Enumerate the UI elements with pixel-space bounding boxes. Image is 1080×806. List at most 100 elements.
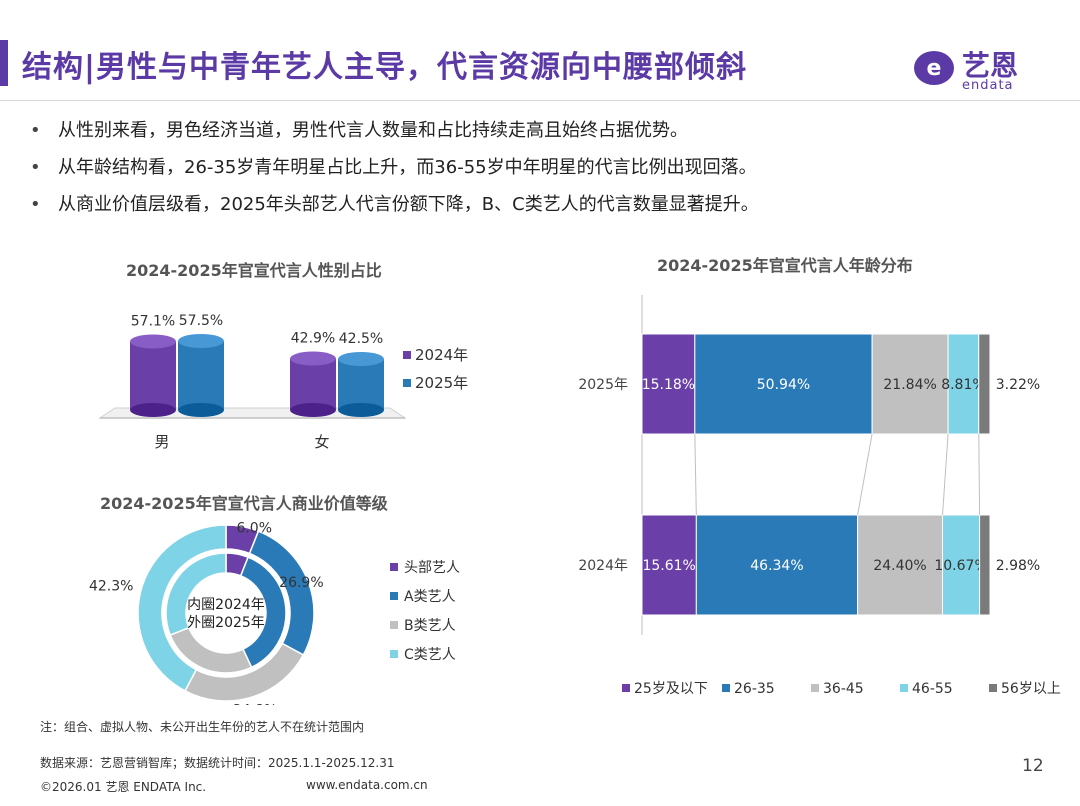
gender-chart-title: 2024-2025年官宣代言人性别占比 (126, 261, 382, 280)
donut-data-label: 6.0% (236, 520, 272, 536)
age-chart: 15.18% 50.94% 21.84% 8.81% 3.22% 2025年 15.61% 4… (578, 295, 1061, 697)
age-data-label: 50.94% (757, 377, 810, 393)
gender-bar-label: 57.1% (131, 313, 175, 329)
age-legend-swatch-3 (900, 684, 908, 692)
gender-legend-swatch-0 (403, 351, 411, 359)
gender-category-label: 男 (154, 433, 169, 451)
age-legend-swatch-1 (722, 684, 730, 692)
age-bar-0-2 (871, 333, 949, 435)
value-legend-swatch-2 (390, 621, 398, 629)
age-data-label: 15.61% (642, 558, 695, 574)
gender-bar-1-0 (178, 341, 224, 410)
gender-bar-base (290, 403, 336, 417)
age-data-label: 15.18% (642, 377, 695, 393)
age-connector-line (694, 433, 697, 516)
age-bar-0-0 (641, 333, 696, 435)
value-legend-label-2: B类艺人 (404, 618, 456, 634)
bullet-item: • 从商业价值层级看，2025年头部艺人代言份额下降，B、C类艺人的代言数量显著提… (30, 186, 759, 223)
age-data-label: 21.84% (883, 377, 936, 393)
age-data-label: 46.34% (750, 558, 803, 574)
gender-legend-label-1: 2025年 (415, 374, 468, 392)
logo-cn-text: 艺恩 (962, 49, 1019, 82)
value-chart-title: 2024-2025年官宣代言人商业价值等级 (100, 494, 388, 513)
age-legend-swatch-4 (989, 684, 997, 692)
value-legend-swatch-3 (390, 650, 398, 658)
copyright: ©2026.01 艺恩 ENDATA Inc. (40, 780, 207, 794)
age-data-label: 10.67% (934, 558, 987, 574)
chart-note: 注：组合、虚拟人物、未公开出生年份的艺人不在统计范围内 (40, 720, 365, 734)
bullet-marker: • (30, 194, 41, 215)
gender-legend-label-0: 2024年 (415, 346, 468, 364)
donut-data-label: 24.8% (233, 703, 277, 705)
bullet-marker: • (30, 157, 41, 178)
gender-bar-label: 57.5% (179, 313, 223, 329)
age-data-label: 2.98% (996, 558, 1040, 574)
age-legend-label-2: 36-45 (823, 681, 864, 697)
age-bar-1-1 (695, 514, 859, 616)
age-legend-swatch-0 (622, 684, 630, 692)
page-number: 12 (1022, 756, 1044, 776)
age-legend-label-3: 46-55 (912, 681, 953, 697)
age-data-label: 3.22% (996, 377, 1040, 393)
bullet-item: • 从年龄结构看，26-35岁青年明星占比上升，而36-55岁中年明星的代言比例出… (30, 149, 759, 186)
age-bar-0-3 (947, 333, 980, 435)
donut-outer-slice-3 (137, 524, 227, 692)
title-accent-bar (0, 40, 8, 86)
value-legend-swatch-1 (390, 592, 398, 600)
gender-bar-0-1 (290, 358, 336, 410)
svg-text:e: e (927, 56, 942, 81)
header-divider (0, 100, 1080, 101)
value-legend-label-1: A类艺人 (404, 589, 456, 605)
logo-en-text: endata (962, 78, 1014, 93)
value-legend-label-3: C类艺人 (404, 647, 456, 663)
age-category-label: 2024年 (578, 558, 628, 574)
bullet-item: • 从性别来看，男色经济当道，男性代言人数量和占比持续走高且始终占据优势。 (30, 112, 759, 149)
donut-data-label: 26.9% (279, 575, 323, 591)
gender-bar-1-1 (338, 359, 384, 410)
age-legend-label-4: 56岁以上 (1001, 681, 1061, 697)
age-connector-line (978, 433, 981, 516)
donut-data-label: 42.3% (89, 579, 133, 595)
summary-bullets: • 从性别来看，男色经济当道，男性代言人数量和占比持续走高且始终占据优势。 • 从年… (30, 112, 759, 223)
bullet-text: 从商业价值层级看，2025年头部艺人代言份额下降，B、C类艺人的代言数量显著提升… (58, 194, 759, 215)
value-legend-label-0: 头部艺人 (404, 560, 460, 576)
website-link[interactable]: www.endata.com.cn (306, 778, 428, 792)
donut-center-label: 外圈2025年 (187, 615, 265, 631)
age-bar-1-4 (979, 514, 991, 616)
bullet-marker: • (30, 120, 41, 141)
age-connector-line (941, 433, 949, 516)
gender-bar-top (178, 334, 224, 348)
age-legend-swatch-2 (811, 684, 819, 692)
age-category-label: 2025年 (578, 377, 628, 393)
gender-bar-0-0 (130, 341, 176, 410)
age-bar-1-0 (641, 514, 697, 616)
age-connector-line (857, 433, 873, 516)
gender-bar-top (290, 351, 336, 366)
age-legend-label-1: 26-35 (734, 681, 775, 697)
donut-inner-slice-3 (165, 552, 227, 637)
age-chart-title: 2024-2025年官宣代言人年龄分布 (657, 256, 913, 275)
endata-logo: e (914, 51, 954, 85)
donut-center-label: 内圈2024年 (187, 597, 265, 613)
bullet-text: 从年龄结构看，26-35岁青年明星占比上升，而36-55岁中年明星的代言比例出现… (58, 157, 757, 178)
value-legend-swatch-0 (390, 563, 398, 571)
gender-bar-top (130, 334, 176, 349)
age-bar-0-4 (978, 333, 991, 435)
gender-bar-base (130, 403, 176, 417)
age-data-label: 24.40% (873, 558, 926, 574)
gender-category-label: 女 (314, 433, 329, 451)
age-bar-1-3 (941, 514, 981, 616)
age-bar-1-2 (857, 514, 943, 616)
age-data-label: 8.81% (941, 377, 985, 393)
bullet-text: 从性别来看，男色经济当道，男性代言人数量和占比持续走高且始终占据优势。 (58, 120, 688, 141)
gender-bar-base (178, 403, 224, 417)
gender-bar-base (338, 403, 384, 417)
logo-mark-icon (914, 51, 954, 85)
age-legend-label-0: 25岁及以下 (634, 681, 708, 697)
gender-chart: 57.1% 57.5% 男 42.9% 42.5% 女 2024年 2025年 (98, 313, 468, 451)
data-source: 数据来源：艺恩营销智库；数据统计时间：2025.1.1-2025.12.31 (40, 756, 395, 770)
gender-bar-label: 42.9% (291, 331, 335, 347)
gender-bar-label: 42.5% (339, 331, 383, 347)
age-bar-0-1 (694, 333, 873, 435)
